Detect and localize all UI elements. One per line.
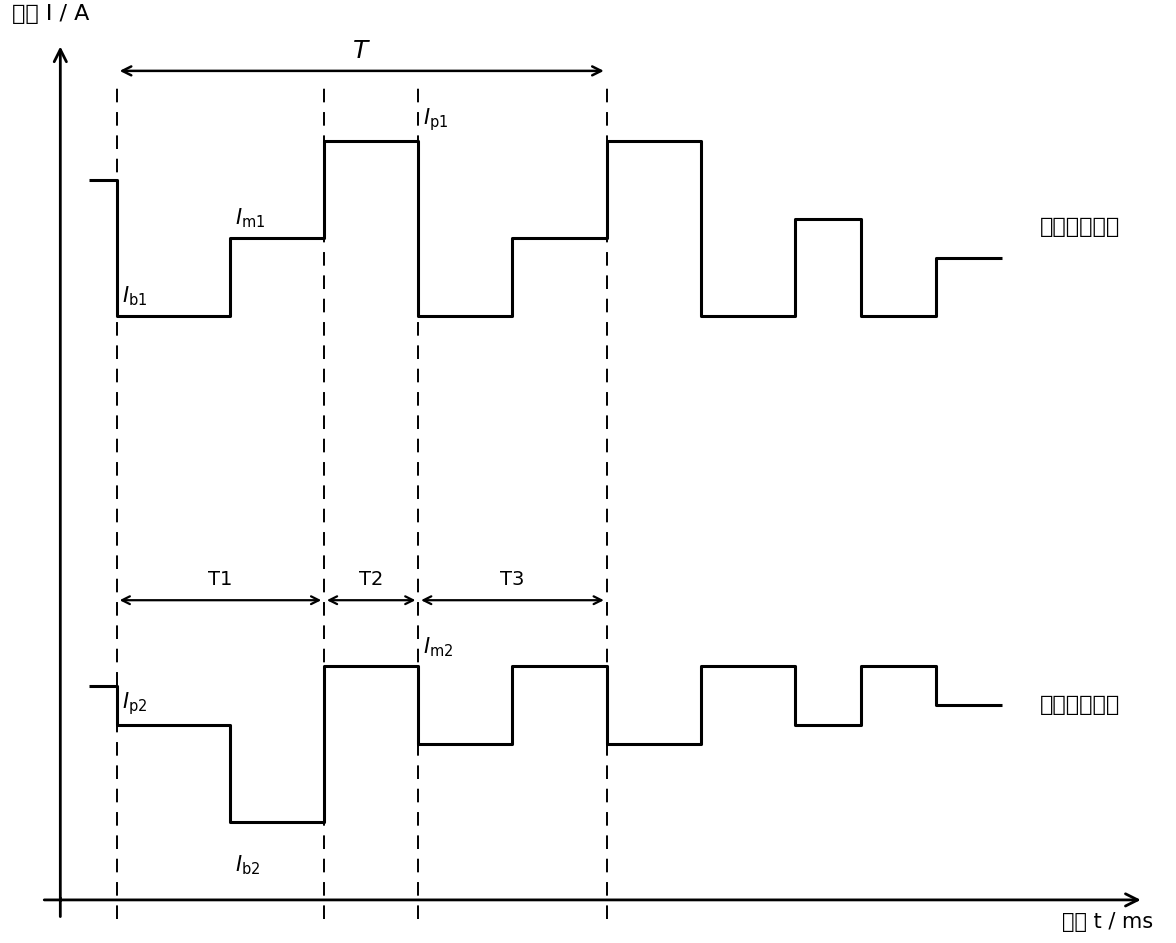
- Text: $I_{\rm p2}$: $I_{\rm p2}$: [121, 690, 147, 717]
- Text: T1: T1: [208, 570, 233, 588]
- Text: $I_{\rm b2}$: $I_{\rm b2}$: [234, 853, 260, 877]
- Text: 电流 I / A: 电流 I / A: [12, 4, 89, 25]
- Text: $I_{\rm m1}$: $I_{\rm m1}$: [234, 207, 265, 230]
- Text: 从机脉冲电流: 从机脉冲电流: [1040, 695, 1121, 716]
- Text: T2: T2: [359, 570, 383, 588]
- Text: $I_{\rm p1}$: $I_{\rm p1}$: [423, 107, 448, 133]
- Text: $T$: $T$: [353, 39, 372, 63]
- Text: T3: T3: [500, 570, 524, 588]
- Text: $I_{\rm b1}$: $I_{\rm b1}$: [121, 285, 147, 308]
- Text: 时间 t / ms: 时间 t / ms: [1062, 912, 1152, 932]
- Text: 主机脉冲电流: 主机脉冲电流: [1040, 217, 1121, 237]
- Text: $I_{\rm m2}$: $I_{\rm m2}$: [423, 635, 453, 658]
